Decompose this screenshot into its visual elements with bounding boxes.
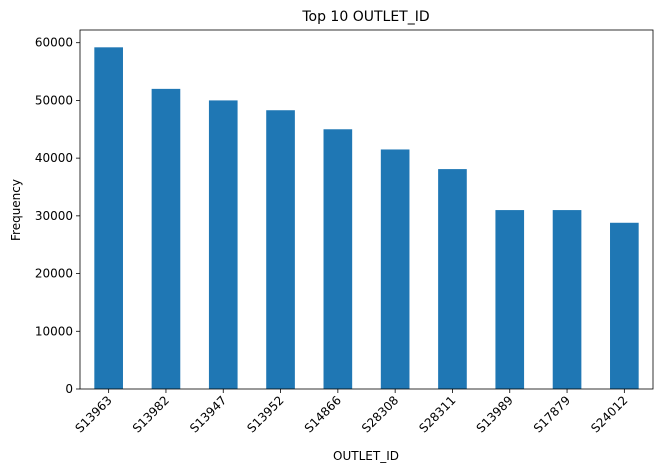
y-tick-label: 30000 (35, 209, 73, 223)
y-tick-label: 0 (65, 382, 73, 396)
bar-S13982 (151, 88, 181, 390)
bar-S13963 (94, 47, 123, 389)
x-axis-label: OUTLET_ID (333, 449, 399, 463)
bar-S28308 (380, 149, 410, 389)
y-tick-label: 40000 (35, 151, 73, 165)
bar-S28311 (438, 169, 467, 389)
chart-title: Top 10 OUTLET_ID (301, 9, 429, 25)
bar-S13947 (208, 100, 238, 389)
y-tick-label: 20000 (35, 267, 73, 281)
y-tick-label: 50000 (35, 93, 73, 107)
bar-S14866 (323, 129, 353, 389)
bar-S17879 (552, 210, 582, 389)
y-tick-label: 60000 (35, 36, 73, 50)
y-tick-label: 10000 (35, 324, 73, 338)
y-axis: 0 10000 20000 30000 40000 50000 60000 (35, 36, 80, 396)
y-axis-label: Frequency (9, 179, 23, 241)
bars-group (94, 47, 639, 390)
bar-S24012 (610, 222, 639, 389)
bar-S13952 (266, 110, 295, 389)
bar-S13989 (495, 210, 525, 389)
plot-frame (79, 29, 654, 390)
